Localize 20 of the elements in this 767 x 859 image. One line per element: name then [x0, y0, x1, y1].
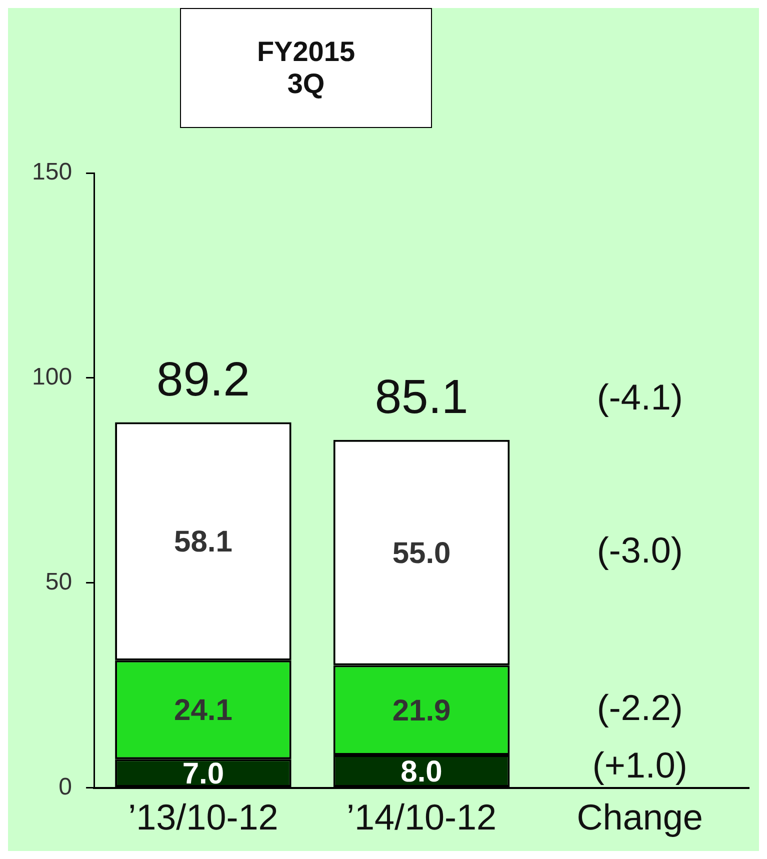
data-label: 7.0	[182, 757, 224, 790]
x-tick-label: Change	[576, 796, 703, 838]
data-label: 55.0	[392, 536, 451, 570]
x-tick-label: ’13/10-12	[128, 796, 278, 838]
total-label: 85.1	[374, 371, 468, 424]
y-tick-label: 100	[32, 364, 72, 391]
x-tick-label: ’14/10-12	[346, 796, 497, 838]
y-tick-label: 150	[32, 158, 72, 186]
annotation: (+1.0)	[592, 744, 688, 786]
annotation: (-2.2)	[596, 687, 683, 728]
annotation: (-4.1)	[596, 376, 683, 418]
y-tick-label: 50	[45, 568, 72, 596]
data-label: 21.9	[392, 694, 451, 728]
data-label: 8.0	[400, 755, 442, 788]
data-label: 58.1	[174, 526, 232, 559]
annotation: (-3.0)	[596, 529, 683, 570]
total-label: 89.2	[156, 353, 250, 406]
chart-title: FY2015 3Q	[180, 8, 432, 128]
data-label: 24.1	[174, 694, 232, 727]
y-tick-label: 0	[58, 773, 72, 800]
